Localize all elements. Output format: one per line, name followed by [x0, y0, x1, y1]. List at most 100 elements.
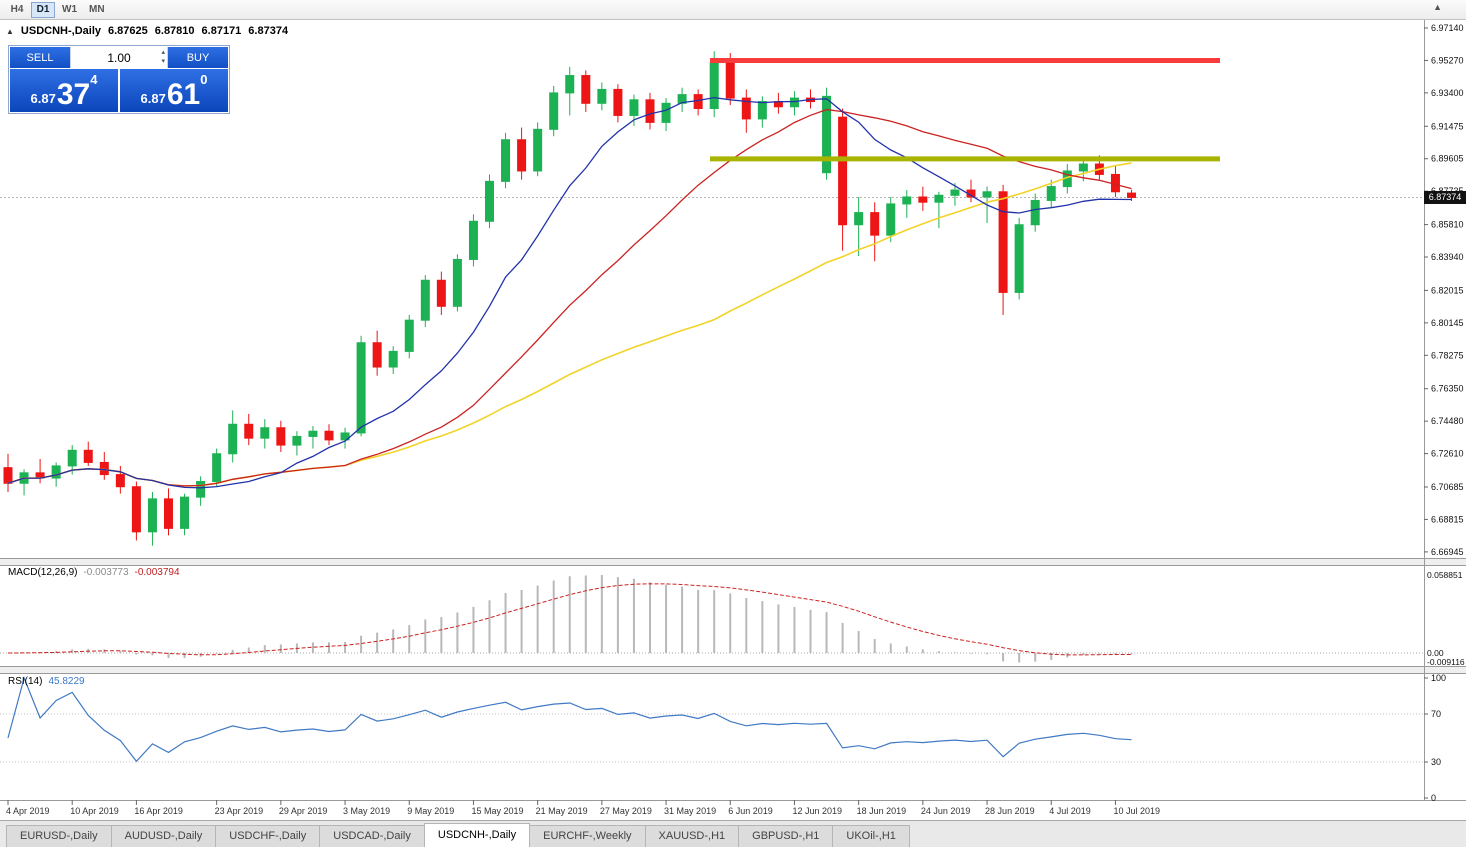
- svg-text:6.80145: 6.80145: [1431, 318, 1464, 328]
- svg-text:6.95270: 6.95270: [1431, 55, 1464, 65]
- macd-main-value: -0.003773: [83, 567, 129, 578]
- svg-text:6.82015: 6.82015: [1431, 285, 1464, 295]
- top-toolbar: H4 D1 W1 MN ▲: [0, 0, 1466, 20]
- sell-price-button[interactable]: 6.87 37 4: [10, 69, 118, 112]
- chart-tab-bar: EURUSD-,Daily AUDUSD-,Daily USDCHF-,Dail…: [0, 820, 1466, 847]
- svg-text:24 Jun 2019: 24 Jun 2019: [921, 806, 971, 816]
- svg-text:6.70685: 6.70685: [1431, 482, 1464, 492]
- svg-text:6.97140: 6.97140: [1431, 23, 1464, 33]
- svg-text:6.91475: 6.91475: [1431, 121, 1464, 131]
- sell-button[interactable]: SELL: [10, 47, 70, 68]
- rsi-scale: 100 70 30 0: [1424, 673, 1446, 803]
- buy-button[interactable]: BUY: [168, 47, 228, 68]
- macd-indicator-label: MACD(12,26,9) -0.003773 -0.003794: [8, 567, 180, 578]
- buy-price-main: 6.87: [140, 91, 166, 106]
- spinner-down-icon[interactable]: ▾: [161, 58, 165, 65]
- svg-text:6.74480: 6.74480: [1431, 416, 1464, 426]
- timeframe-button-h4[interactable]: H4: [5, 2, 29, 18]
- sell-price-main: 6.87: [30, 91, 56, 106]
- svg-text:16 Apr 2019: 16 Apr 2019: [134, 806, 183, 816]
- volume-spinner[interactable]: ▴ ▾: [161, 48, 165, 66]
- svg-text:0.00: 0.00: [1427, 648, 1444, 658]
- low-value: 6.87171: [201, 25, 242, 37]
- one-click-collapse-icon[interactable]: ▲: [6, 26, 14, 36]
- candles-layer: [3, 51, 1136, 546]
- date-axis[interactable]: 4 Apr 2019 10 Apr 2019 16 Apr 2019 23 Apr 2…: [6, 800, 1160, 816]
- svg-text:6.66945: 6.66945: [1431, 547, 1464, 557]
- svg-text:6.68815: 6.68815: [1431, 514, 1464, 524]
- svg-text:70: 70: [1431, 709, 1441, 719]
- one-click-trading-panel: SELL 1.00 ▴ ▾ BUY 6.87 37 4 6.87 61 0: [8, 45, 230, 114]
- svg-text:6.85810: 6.85810: [1431, 220, 1464, 230]
- svg-text:6 Jun 2019: 6 Jun 2019: [728, 806, 773, 816]
- timeframe-button-mn[interactable]: MN: [84, 2, 110, 18]
- svg-text:6.76350: 6.76350: [1431, 384, 1464, 394]
- svg-text:28 Jun 2019: 28 Jun 2019: [985, 806, 1035, 816]
- svg-text:10 Apr 2019: 10 Apr 2019: [70, 806, 119, 816]
- tab-gbpusd-h1[interactable]: GBPUSD-,H1: [738, 825, 834, 847]
- sell-price-big: 37: [56, 78, 91, 111]
- svg-text:31 May 2019: 31 May 2019: [664, 806, 716, 816]
- symbol-ohlc-header: ▲ USDCNH-,Daily 6.87625 6.87810 6.87171 …: [6, 25, 288, 37]
- macd-scale: 0.058851 0.00-0.009116: [1427, 570, 1465, 667]
- panel-chrome: [0, 20, 1466, 801]
- svg-text:4 Apr 2019: 4 Apr 2019: [6, 806, 50, 816]
- open-value: 6.87625: [108, 25, 148, 37]
- svg-text:0: 0: [1431, 793, 1436, 803]
- macd-signal-value: -0.003794: [134, 567, 180, 578]
- svg-text:10 Jul 2019: 10 Jul 2019: [1113, 806, 1160, 816]
- svg-text:30: 30: [1431, 757, 1441, 767]
- tab-eurchf-weekly[interactable]: EURCHF-,Weekly: [529, 825, 646, 847]
- svg-text:100: 100: [1431, 673, 1446, 683]
- svg-text:6.93400: 6.93400: [1431, 88, 1464, 98]
- rsi-value: 45.8229: [48, 676, 85, 687]
- buy-price-big: 61: [166, 78, 201, 111]
- tab-eurusd-daily[interactable]: EURUSD-,Daily: [6, 825, 112, 847]
- close-value: 6.87374: [248, 25, 289, 37]
- buy-price-button[interactable]: 6.87 61 0: [120, 69, 228, 112]
- svg-text:23 Apr 2019: 23 Apr 2019: [215, 806, 264, 816]
- volume-value: 1.00: [107, 50, 131, 65]
- volume-input[interactable]: 1.00 ▴ ▾: [70, 47, 168, 68]
- tab-ukoil-h1[interactable]: UKOil-,H1: [832, 825, 910, 847]
- svg-text:6.72610: 6.72610: [1431, 449, 1464, 459]
- timeframe-button-w1[interactable]: W1: [57, 2, 82, 18]
- ma-mid-line: [7, 108, 1132, 487]
- svg-text:6.78275: 6.78275: [1431, 350, 1464, 360]
- macd-signal-line: [7, 583, 1132, 656]
- ma-fast-line: [7, 96, 1132, 489]
- price-scale[interactable]: 6.971406.952706.934006.914756.896056.877…: [1424, 23, 1464, 557]
- rsi-line: [7, 676, 1132, 763]
- sell-price-pip: 4: [90, 72, 98, 87]
- tab-xauusd-h1[interactable]: XAUUSD-,H1: [644, 825, 740, 847]
- timeframe-button-d1[interactable]: D1: [31, 1, 55, 18]
- macd-name: MACD(12,26,9): [8, 567, 78, 578]
- rsi-indicator-label: RSI(14) 45.8229: [8, 676, 85, 687]
- svg-text:15 May 2019: 15 May 2019: [471, 806, 523, 816]
- svg-text:6.83940: 6.83940: [1431, 252, 1464, 262]
- tab-usdcad-daily[interactable]: USDCAD-,Daily: [319, 825, 425, 847]
- svg-text:27 May 2019: 27 May 2019: [600, 806, 652, 816]
- ma-slow-line: [7, 162, 1132, 487]
- spinner-up-icon[interactable]: ▴: [161, 49, 165, 56]
- current-price-badge: 6.87374: [1424, 191, 1466, 204]
- tab-usdcnh-daily[interactable]: USDCNH-,Daily: [423, 823, 531, 847]
- tab-audusd-daily[interactable]: AUDUSD-,Daily: [110, 825, 217, 847]
- svg-text:29 Apr 2019: 29 Apr 2019: [279, 806, 328, 816]
- svg-text:6.89605: 6.89605: [1431, 154, 1464, 164]
- svg-text:12 Jun 2019: 12 Jun 2019: [792, 806, 842, 816]
- symbol-name: USDCNH-,Daily: [20, 25, 101, 37]
- rsi-name: RSI(14): [8, 676, 43, 687]
- svg-text:4 Jul 2019: 4 Jul 2019: [1049, 806, 1091, 816]
- scroll-up-icon[interactable]: ▲: [1433, 2, 1442, 12]
- tab-usdchf-daily[interactable]: USDCHF-,Daily: [215, 825, 321, 847]
- svg-text:21 May 2019: 21 May 2019: [536, 806, 588, 816]
- buy-price-pip: 0: [200, 72, 208, 87]
- svg-text:0.058851: 0.058851: [1427, 570, 1463, 580]
- chart-canvas[interactable]: 6.97140 6.95270 6.93400 6.91475 6.89605 6.87 7…: [0, 20, 1466, 820]
- high-value: 6.87810: [154, 25, 195, 37]
- svg-text:18 Jun 2019: 18 Jun 2019: [857, 806, 907, 816]
- svg-text:9 May 2019: 9 May 2019: [407, 806, 454, 816]
- svg-text:3 May 2019: 3 May 2019: [343, 806, 390, 816]
- macd-histogram: [23, 575, 1133, 663]
